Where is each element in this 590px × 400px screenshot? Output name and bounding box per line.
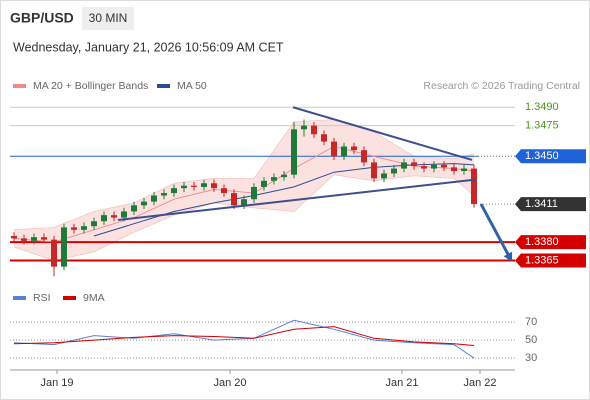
- x-tick-label: Jan 22: [463, 377, 496, 389]
- arrow-head: [503, 251, 513, 262]
- candle-body: [401, 162, 407, 169]
- candle-body: [441, 164, 447, 168]
- candle-body: [171, 188, 177, 194]
- candle-body: [251, 186, 257, 200]
- candle-body: [71, 227, 77, 230]
- candle-body: [461, 168, 467, 171]
- level-label-box: [515, 253, 586, 268]
- candle-body: [111, 215, 117, 218]
- candle-body: [381, 173, 387, 179]
- timeframe: 30 MIN: [89, 11, 128, 25]
- credit: Research © 2026 Trading Central: [423, 80, 580, 92]
- candle-body: [101, 215, 107, 222]
- subtitle: Wednesday, January 21, 2026 10:56:09 AM …: [13, 40, 284, 54]
- candle-body: [121, 211, 127, 218]
- level-label: 1.3411: [525, 198, 558, 210]
- candle-body: [201, 183, 207, 187]
- rsi-tick-label: 70: [525, 316, 537, 328]
- trendline: [292, 106, 473, 161]
- candle-body: [21, 238, 27, 241]
- candle-body: [361, 150, 367, 163]
- legend-label: MA 20 + Bollinger Bands: [33, 80, 148, 92]
- candle-body: [351, 146, 357, 151]
- candle-body: [341, 146, 347, 157]
- level-label: 1.3475: [525, 120, 559, 132]
- candle-body: [91, 221, 97, 227]
- x-tick-label: Jan 21: [385, 377, 418, 389]
- candle-body: [11, 235, 17, 239]
- symbol: GBP/USD: [10, 10, 74, 26]
- candle-body: [41, 237, 47, 240]
- timeframe-box: [82, 7, 134, 30]
- candle-body: [261, 180, 267, 187]
- candle-body: [321, 134, 327, 142]
- level-label: 1.3380: [525, 236, 559, 248]
- candle-body: [51, 239, 57, 267]
- level-label-box: [515, 235, 586, 250]
- rsi-line: [13, 319, 475, 359]
- candle-body: [471, 168, 477, 205]
- candle-body: [131, 205, 137, 212]
- legend-label: RSI: [33, 292, 51, 304]
- candle-body: [81, 226, 87, 230]
- candle-body: [221, 188, 227, 194]
- bollinger-lower: [13, 174, 475, 261]
- candle-body: [371, 162, 377, 179]
- candle-body: [141, 201, 147, 206]
- legend-label: 9MA: [83, 292, 105, 304]
- candle-body: [431, 164, 437, 169]
- candle-body: [421, 166, 427, 169]
- candle-body: [411, 162, 417, 167]
- candle-body: [301, 125, 307, 130]
- candle-body: [391, 168, 397, 174]
- candle-body: [331, 141, 337, 157]
- rsi-line: [13, 326, 475, 346]
- candle-body: [291, 129, 297, 175]
- legend-label: MA 50: [177, 80, 207, 92]
- candle-body: [211, 183, 217, 189]
- candle-body: [191, 185, 197, 187]
- x-tick-label: Jan 20: [213, 377, 246, 389]
- candle-body: [161, 193, 167, 196]
- x-tick-label: Jan 19: [40, 377, 73, 389]
- candle-body: [61, 227, 67, 267]
- level-label: 1.3365: [525, 254, 559, 266]
- rsi-tick-label: 50: [525, 334, 537, 346]
- candle-body: [281, 174, 287, 178]
- candle-body: [31, 237, 37, 241]
- candle-body: [181, 185, 187, 189]
- forecast-arrow: [479, 203, 511, 258]
- candle-body: [151, 195, 157, 202]
- level-label: 1.3450: [525, 150, 559, 162]
- candle-body: [451, 167, 457, 171]
- level-label: 1.3490: [525, 101, 559, 113]
- candle-body: [231, 193, 237, 206]
- candle-body: [241, 199, 247, 206]
- rsi-tick-label: 30: [525, 352, 537, 364]
- level-label-box: [515, 149, 586, 164]
- candle-body: [311, 125, 317, 135]
- level-label-box: [515, 197, 586, 212]
- trendline: [117, 178, 476, 222]
- candle-body: [271, 177, 277, 181]
